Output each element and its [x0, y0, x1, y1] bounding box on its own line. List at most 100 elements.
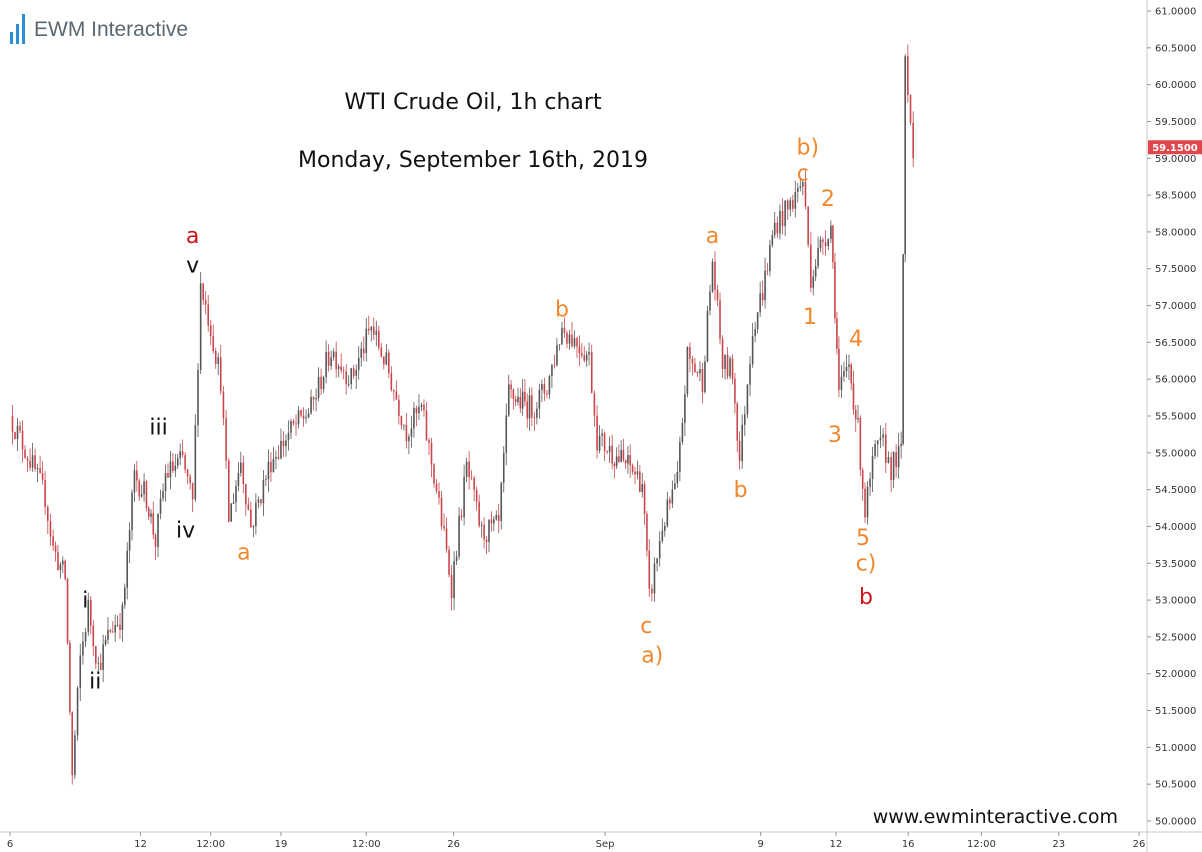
candle-body — [145, 481, 148, 508]
candle-body — [232, 502, 235, 504]
candle-body — [455, 556, 458, 562]
wave-label: a — [237, 541, 250, 566]
candle-body — [219, 357, 222, 392]
candle-body — [624, 459, 627, 464]
candle-body — [500, 482, 503, 521]
candle-body — [99, 662, 102, 670]
candle-body — [852, 383, 855, 410]
candle-body — [827, 239, 830, 247]
candle-body — [438, 491, 440, 498]
candle-body — [322, 377, 325, 390]
wave-label: 2 — [821, 187, 835, 212]
candle-body — [566, 333, 568, 344]
candle-body — [627, 455, 629, 464]
x-tick-label: 12:00 — [196, 839, 225, 850]
candle-body — [235, 486, 237, 503]
candle-body — [128, 530, 131, 551]
candle-body — [507, 384, 510, 416]
candle-body — [107, 630, 109, 640]
x-tick-label: 6 — [7, 839, 13, 850]
y-tick-label: 59.0000 — [1155, 154, 1196, 165]
candle-body — [463, 476, 465, 518]
candle-body — [736, 403, 739, 441]
candle-body — [430, 442, 433, 465]
candle-body — [262, 480, 265, 504]
candle-body — [310, 396, 312, 414]
candle-body — [890, 456, 892, 480]
website-watermark: www.ewminteractive.com — [873, 806, 1118, 828]
candle-body — [909, 95, 912, 123]
wave-label: iv — [176, 518, 195, 543]
candle-body — [64, 560, 66, 579]
candle-body — [784, 200, 786, 227]
candle-body — [744, 414, 746, 425]
candle-body — [497, 515, 500, 521]
candle-body — [721, 338, 724, 370]
candle-body — [622, 450, 625, 460]
wave-label: 5 — [856, 526, 870, 551]
candle-body — [581, 353, 583, 356]
candle-body — [681, 423, 684, 442]
candle-body — [541, 384, 543, 390]
candle-body — [473, 478, 475, 490]
candle-body — [398, 399, 400, 417]
candle-body — [854, 409, 857, 420]
y-tick-label: 51.0000 — [1155, 743, 1196, 754]
y-tick-label: 55.5000 — [1155, 412, 1196, 423]
candle-body — [403, 424, 405, 426]
candle-body — [631, 465, 634, 472]
candle-body — [606, 451, 608, 453]
candle-body — [761, 293, 764, 301]
candle-body — [41, 473, 44, 480]
y-tick-label: 55.0000 — [1155, 448, 1196, 459]
y-tick-label: 58.5000 — [1155, 191, 1196, 202]
chart-title: WTI Crude Oil, 1h chart — [344, 90, 602, 115]
x-tick-label: 12 — [134, 839, 147, 850]
candle-body — [191, 483, 194, 500]
candle-body — [202, 283, 204, 301]
candle-body — [209, 325, 212, 337]
wave-label: c) — [856, 552, 877, 577]
candle-body — [14, 431, 16, 440]
candle-body — [47, 507, 49, 521]
candle-body — [588, 351, 590, 355]
candle-body — [731, 358, 734, 379]
candle-body — [895, 452, 897, 468]
candle-body — [524, 391, 526, 402]
candle-body — [370, 326, 373, 331]
candle-body — [332, 351, 335, 358]
candle-body — [686, 347, 689, 395]
candle-body — [174, 465, 177, 471]
candle-body — [217, 357, 220, 364]
candle-body — [342, 370, 345, 372]
candle-body — [689, 347, 691, 360]
candle-body — [415, 407, 418, 414]
y-tick-label: 60.0000 — [1155, 80, 1196, 91]
candle-body — [445, 528, 448, 550]
candle-body — [428, 440, 430, 443]
candle-body — [814, 266, 817, 277]
candle-body — [676, 471, 679, 484]
candle-body — [340, 366, 342, 371]
candle-body — [292, 421, 295, 424]
y-tick-label: 57.0000 — [1155, 301, 1196, 312]
y-tick-label: 54.5000 — [1155, 485, 1196, 496]
candle-body — [850, 364, 853, 384]
candle-body — [95, 646, 97, 664]
candle-body — [694, 363, 696, 372]
candle-body — [563, 327, 566, 334]
candle-body — [603, 433, 606, 452]
candle-body — [272, 458, 275, 473]
candle-body — [598, 435, 601, 451]
candle-body — [912, 122, 914, 159]
y-tick-label: 58.0000 — [1155, 227, 1196, 238]
candle-body — [866, 486, 869, 518]
candle-body — [876, 440, 879, 445]
candle-body — [807, 206, 809, 245]
candle-body — [585, 354, 588, 361]
candle-body — [832, 225, 834, 263]
candle-body — [355, 369, 358, 376]
candle-body — [270, 461, 272, 473]
candle-body — [759, 293, 761, 313]
